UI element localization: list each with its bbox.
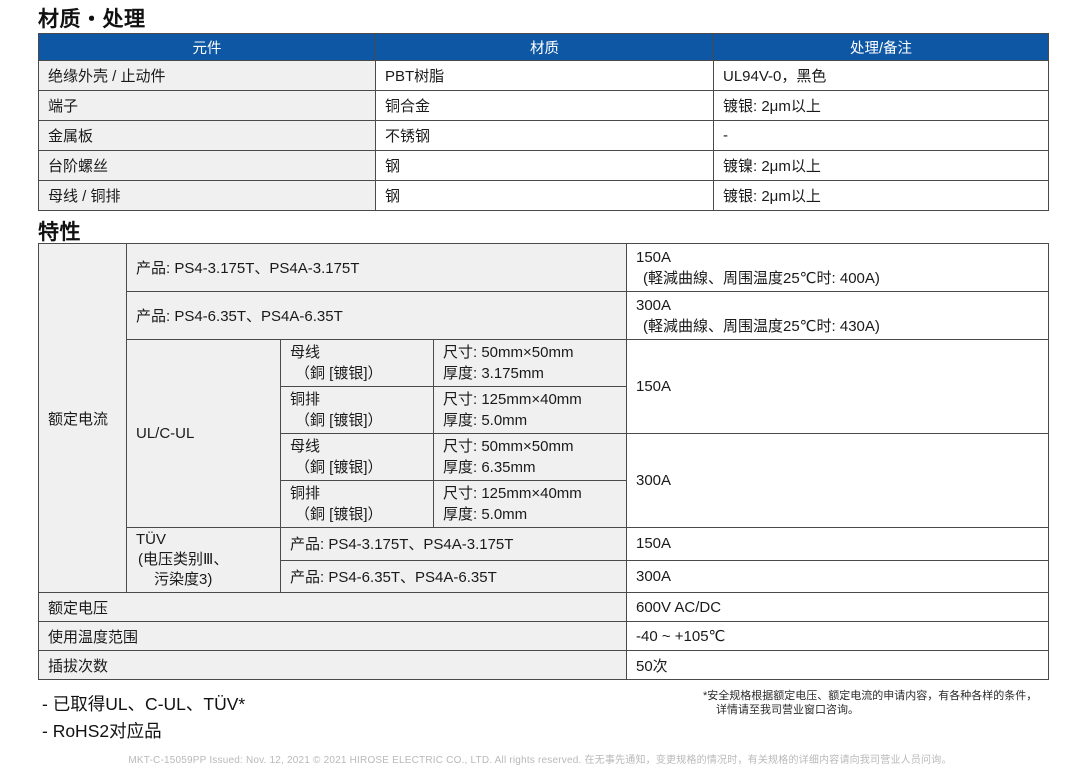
table-row: 产品: PS4-6.35T、PS4A-6.35T 300A (軽減曲線、周围温度… <box>39 291 1049 340</box>
table-row: 台阶螺丝 钢 镀镍: 2μm以上 <box>38 150 1049 181</box>
ul-value-cell: 300A <box>626 433 1049 528</box>
materials-table: 元件 材质 处理/备注 绝缘外壳 / 止动件 PBT树脂 UL94V-0，黑色 … <box>38 33 1049 211</box>
table-row: 金属板 不锈钢 - <box>38 120 1049 151</box>
product-cell: 产品: PS4-3.175T、PS4A-3.175T <box>126 243 627 292</box>
rated-voltage-value-cell: 600V AC/DC <box>626 592 1049 622</box>
footnote-line: *安全规格根据额定电压、额定电流的申请内容，有各种各样的条件， <box>703 690 1038 702</box>
characteristics-table: 额定电流 产品: PS4-3.175T、PS4A-3.175T 150A (軽減… <box>38 243 1049 680</box>
value-line: (軽減曲線、周围温度25℃时: 430A) <box>643 317 880 335</box>
document-footer: MKT-C-15059PP Issued: Nov. 12, 2021 © 20… <box>128 755 952 766</box>
material-cell: 不锈钢 <box>375 120 714 151</box>
product-cell: 产品: PS4-6.35T、PS4A-6.35T <box>280 559 627 593</box>
safety-spec-footnote: *安全规格根据额定电压、额定电流的申请内容，有各种各样的条件， 详情请至我司营业… <box>703 690 1037 717</box>
value-line: (軽減曲線、周围温度25℃时: 400A) <box>643 269 880 287</box>
material-cell: 铜合金 <box>375 90 714 121</box>
dimension-cell: 尺寸: 125mm×40mm 厚度: 5.0mm <box>433 480 627 528</box>
materials-header-component: 元件 <box>38 33 376 61</box>
table-row: 绝缘外壳 / 止动件 PBT树脂 UL94V-0，黑色 <box>38 60 1049 91</box>
mating-cycles-label-cell: 插拔次数 <box>38 650 627 680</box>
table-row: UL/C-UL 母线 （銅 [镀银]） 尺寸: 50mm×50mm 厚度: 3.… <box>39 339 1049 528</box>
table-row: TÜV (电压类别Ⅲ、 污染度3) 产品: PS4-3.175T、PS4A-3.… <box>39 527 1049 593</box>
dimension-line: 尺寸: 125mm×40mm <box>443 391 582 408</box>
table-row: 端子 铜合金 镀银: 2μm以上 <box>38 90 1049 121</box>
materials-header-material: 材质 <box>375 33 714 61</box>
conductor-line: 母线 <box>290 438 321 455</box>
compliance-statements: - 已取得UL、C-UL、TÜV* - RoHS2对应品 <box>42 691 245 745</box>
tuv-label-cell: TÜV (电压类别Ⅲ、 污染度3) <box>126 527 281 593</box>
table-row: 额定电压 600V AC/DC <box>38 592 1049 622</box>
compliance-line-rohs: - RoHS2对应品 <box>42 721 162 741</box>
material-cell: 钢 <box>375 150 714 181</box>
materials-section-title: 材质・处理 <box>38 8 146 31</box>
ul-cul-label-cell: UL/C-UL <box>126 339 281 528</box>
rated-current-value-cell: 300A (軽減曲線、周围温度25℃时: 430A) <box>626 291 1049 340</box>
dimension-line: 尺寸: 125mm×40mm <box>443 485 582 502</box>
value-line: 300A <box>636 296 672 314</box>
tuv-value-cell: 150A <box>626 527 1049 561</box>
value-line: 150A <box>636 248 672 266</box>
conductor-cell: 铜排 （銅 [镀银]） <box>280 386 434 434</box>
dimension-cell: 尺寸: 125mm×40mm 厚度: 5.0mm <box>433 386 627 434</box>
product-cell: 产品: PS4-3.175T、PS4A-3.175T <box>280 527 627 561</box>
conductor-cell: 母线 （銅 [镀银]） <box>280 433 434 481</box>
rated-voltage-label-cell: 额定电压 <box>38 592 627 622</box>
dimension-line: 厚度: 5.0mm <box>443 412 528 429</box>
dimension-cell: 尺寸: 50mm×50mm 厚度: 3.175mm <box>433 339 627 387</box>
material-cell: 钢 <box>375 180 714 211</box>
compliance-line-certifications: - 已取得UL、C-UL、TÜV* <box>42 694 246 714</box>
dimension-line: 尺寸: 50mm×50mm <box>443 438 574 455</box>
tuv-label-line: (电压类别Ⅲ、 <box>138 551 229 568</box>
conductor-line: （銅 [镀银]） <box>295 412 383 429</box>
conductor-line: （銅 [镀银]） <box>295 506 383 523</box>
dimension-line: 尺寸: 50mm×50mm <box>443 344 574 361</box>
temp-range-value-cell: -40 ~ +105℃ <box>626 621 1049 651</box>
temp-range-label-cell: 使用温度范围 <box>38 621 627 651</box>
component-cell: 端子 <box>38 90 376 121</box>
conductor-line: （銅 [镀银]） <box>295 459 383 476</box>
tuv-label-line: TÜV <box>136 531 166 548</box>
rated-current-label-cell: 额定电流 <box>38 243 127 593</box>
rated-current-value-cell: 150A (軽減曲線、周围温度25℃时: 400A) <box>626 243 1049 292</box>
mating-cycles-value-cell: 50次 <box>626 650 1049 680</box>
dimension-line: 厚度: 3.175mm <box>443 365 544 382</box>
characteristics-section-title: 特性 <box>38 221 81 244</box>
conductor-line: 铜排 <box>290 485 321 502</box>
table-row: 铜排 （銅 [镀银]） 尺寸: 125mm×40mm 厚度: 5.0mm <box>39 480 1049 528</box>
conductor-line: （銅 [镀银]） <box>295 365 383 382</box>
component-cell: 金属板 <box>38 120 376 151</box>
table-row: 使用温度范围 -40 ~ +105℃ <box>38 621 1049 651</box>
ul-value-cell: 150A <box>626 339 1049 434</box>
materials-header-treatment: 处理/备注 <box>713 33 1049 61</box>
conductor-cell: 母线 （銅 [镀银]） <box>280 339 434 387</box>
component-cell: 台阶螺丝 <box>38 150 376 181</box>
product-cell: 产品: PS4-6.35T、PS4A-6.35T <box>126 291 627 340</box>
materials-header-row: 元件 材质 处理/备注 <box>38 33 1049 61</box>
treatment-cell: 镀银: 2μm以上 <box>713 90 1049 121</box>
treatment-cell: - <box>713 120 1049 151</box>
dimension-line: 厚度: 6.35mm <box>443 459 536 476</box>
tuv-value-cell: 300A <box>626 559 1049 593</box>
tuv-label-line: 污染度3) <box>154 571 213 588</box>
table-row: 产品: PS4-6.35T、PS4A-6.35T 300A <box>39 559 1049 593</box>
component-cell: 母线 / 铜排 <box>38 180 376 211</box>
table-row: 铜排 （銅 [镀银]） 尺寸: 125mm×40mm 厚度: 5.0mm <box>39 386 1049 434</box>
component-cell: 绝缘外壳 / 止动件 <box>38 60 376 91</box>
dimension-cell: 尺寸: 50mm×50mm 厚度: 6.35mm <box>433 433 627 481</box>
material-cell: PBT树脂 <box>375 60 714 91</box>
table-row: 额定电流 产品: PS4-3.175T、PS4A-3.175T 150A (軽減… <box>38 243 1049 593</box>
conductor-line: 铜排 <box>290 391 321 408</box>
table-row: 母线 / 铜排 钢 镀银: 2μm以上 <box>38 180 1049 211</box>
treatment-cell: 镀镍: 2μm以上 <box>713 150 1049 181</box>
dimension-line: 厚度: 5.0mm <box>443 506 528 523</box>
conductor-line: 母线 <box>290 344 321 361</box>
table-row: 插拔次数 50次 <box>38 650 1049 680</box>
footnote-line: 详情请至我司营业窗口咨询。 <box>716 703 859 716</box>
table-row: 母线 （銅 [镀银]） 尺寸: 50mm×50mm 厚度: 6.35mm 300… <box>39 433 1049 528</box>
conductor-cell: 铜排 （銅 [镀银]） <box>280 480 434 528</box>
treatment-cell: UL94V-0，黑色 <box>713 60 1049 91</box>
treatment-cell: 镀银: 2μm以上 <box>713 180 1049 211</box>
